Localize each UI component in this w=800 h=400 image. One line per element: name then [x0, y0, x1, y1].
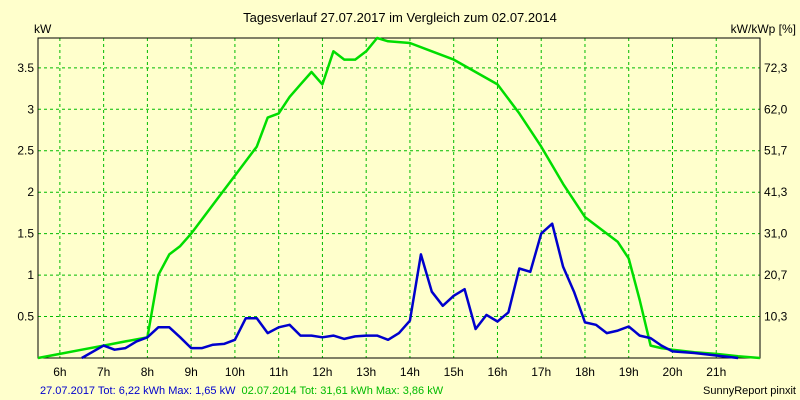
chart-title: Tagesverlauf 27.07.2017 im Vergleich zum… [243, 10, 557, 25]
series-line-green-2014 [37, 36, 761, 360]
x-tick-label: 9h [184, 365, 197, 379]
series-line-blue-2017 [81, 222, 739, 360]
y-right-tick-label: 51,7 [764, 144, 788, 158]
y-right-tick-label: 20,7 [764, 268, 788, 282]
y-right-tick-label: 72,3 [764, 61, 788, 75]
x-tick-label: 12h [312, 365, 332, 379]
x-tick-label: 17h [531, 365, 551, 379]
x-tick-label: 18h [575, 365, 595, 379]
footer-green-text: 02.07.2014 Tot: 31,61 kWh Max: 3,86 kW [242, 385, 444, 397]
y-axis-left-ticks: 0.5 1 1.5 2 2.5 3 3.5 [17, 61, 34, 324]
x-tick-label: 16h [487, 365, 507, 379]
plot-frame [37, 37, 761, 359]
x-tick-label: 10h [225, 365, 245, 379]
grid [38, 38, 760, 358]
x-tick-label: 11h [269, 365, 288, 379]
x-tick-label: 15h [444, 365, 464, 379]
y-left-tick-label: 1 [27, 268, 34, 282]
y-left-tick-label: 2.5 [17, 144, 34, 158]
series-group [37, 36, 761, 360]
x-tick-label: 19h [619, 365, 639, 379]
y-axis-right-ticks: 10,3 20,7 31,0 41,3 51,7 62,0 72,3 [764, 61, 788, 324]
y-right-tick-label: 10,3 [764, 310, 788, 324]
x-tick-label: 20h [662, 365, 682, 379]
y-left-tick-label: 1.5 [17, 227, 34, 241]
y-left-tick-label: 0.5 [17, 310, 34, 324]
x-tick-label: 8h [141, 365, 154, 379]
x-tick-label: 7h [97, 365, 110, 379]
x-tick-label: 6h [53, 365, 66, 379]
y-axis-right-label: kW/kWp [%] [731, 22, 796, 36]
x-axis-ticks: 6h 7h 8h 9h 10h 11h 12h 13h 14h 15h 16h 17h 18h 19h 20… [53, 365, 726, 379]
y-left-tick-label: 3 [27, 102, 34, 116]
y-right-tick-label: 31,0 [764, 227, 788, 241]
x-tick-label: 14h [400, 365, 420, 379]
y-left-tick-label: 2 [27, 185, 34, 199]
y-left-tick-label: 3.5 [17, 61, 34, 75]
y-right-tick-label: 62,0 [764, 102, 788, 116]
footer-summary: 27.07.2017 Tot: 6,22 kWh Max: 1,65 kW 02… [40, 385, 444, 397]
x-tick-label: 21h [706, 365, 726, 379]
x-tick-label: 13h [356, 365, 376, 379]
footer-blue-text: 27.07.2017 Tot: 6,22 kWh Max: 1,65 kW [40, 385, 236, 397]
y-right-tick-label: 41,3 [764, 185, 788, 199]
footer-credit: SunnyReport pinxit [703, 385, 796, 397]
y-axis-left-label: kW [34, 22, 52, 36]
